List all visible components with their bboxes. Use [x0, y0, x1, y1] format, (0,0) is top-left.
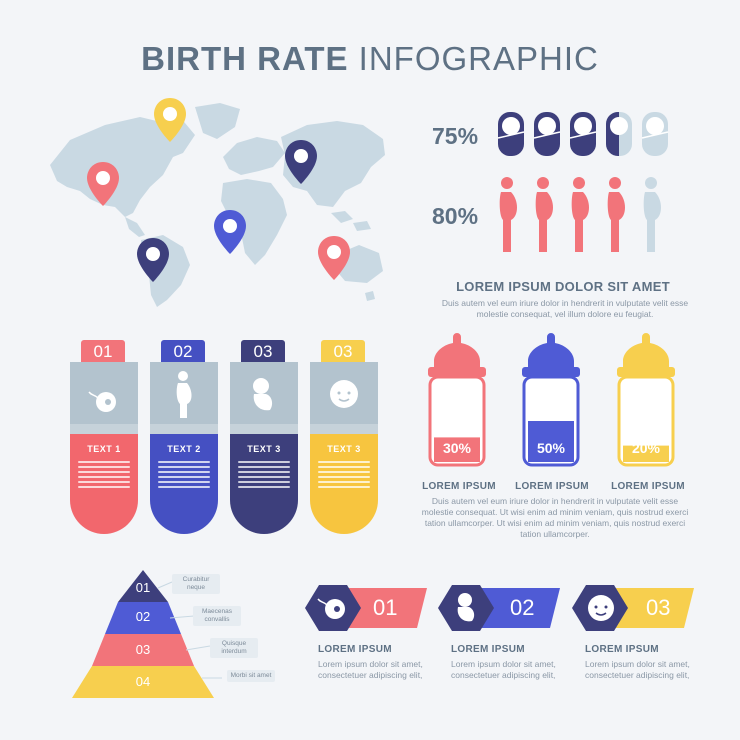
map-pin-icon	[87, 162, 119, 206]
map-pin-icon	[154, 98, 186, 142]
stat-value-babies: 75%	[432, 123, 479, 149]
tube-4: TEXT 3	[310, 362, 378, 534]
bottles-body: Duis autem vel eum iriure dolor in hendr…	[421, 496, 689, 539]
pyramid-note: Quisque interdum	[210, 638, 258, 658]
hex-step-heading: LOREM IPSUM	[318, 644, 392, 655]
map-pin-icon	[318, 236, 350, 280]
section-body: Duis autem vel eum iriure dolor in hendr…	[441, 298, 689, 319]
bottle-value: 20%	[631, 440, 661, 456]
stat-value-pregnant: 80%	[432, 203, 479, 229]
swaddled-baby-icon	[641, 112, 669, 156]
hex-step-number: 02	[510, 595, 535, 620]
tube-label: TEXT 2	[167, 444, 201, 454]
pyramid-number: 01	[135, 580, 151, 595]
baby-bottle-icon	[617, 333, 675, 467]
pyramid-number: 02	[135, 609, 151, 624]
hex-step-1: 01	[305, 583, 430, 633]
tube-number: 03	[321, 340, 365, 364]
tube-number: 01	[81, 340, 125, 364]
pregnant-women-row	[495, 176, 675, 254]
fetus-icon	[253, 378, 273, 411]
tubes-group: 01 TEXT 1 02 TEXT 2 03 TEXT 3 03 TE	[70, 338, 378, 538]
hex-step-3: 03	[572, 583, 697, 633]
bottles-chart	[428, 333, 675, 467]
tube-label: TEXT 3	[247, 444, 281, 454]
tube-text-lines	[78, 458, 130, 491]
swaddled-babies-row	[495, 110, 675, 158]
pregnant-woman-icon	[499, 177, 517, 252]
hex-step-number: 01	[373, 595, 398, 620]
pyramid-number: 03	[135, 642, 151, 657]
pyramid-level	[118, 570, 168, 602]
swaddled-baby-icon	[497, 112, 525, 156]
hex-step-heading: LOREM IPSUM	[585, 644, 659, 655]
tube-label: TEXT 3	[327, 444, 361, 454]
tube-number: 03	[241, 340, 285, 364]
pregnant-woman-icon	[535, 177, 553, 252]
pyramid-number: 04	[135, 674, 151, 689]
pregnant-woman-icon	[607, 177, 625, 252]
pyramid-level	[105, 602, 181, 634]
bottle-label: LOREM IPSUM	[515, 481, 589, 492]
pregnant-woman-icon	[176, 371, 192, 418]
tube-label: TEXT 1	[87, 444, 121, 454]
swaddled-baby-icon	[605, 111, 632, 156]
pyramid-note: Maecenas convallis	[193, 606, 241, 626]
hex-step-body: Lorem ipsum dolor sit amet, consectetuer…	[318, 659, 423, 680]
baby-face-icon	[330, 380, 358, 408]
map-pin-icon	[214, 210, 246, 254]
tube-2: TEXT 2	[150, 362, 218, 534]
sperm-egg-icon	[317, 598, 345, 619]
bottle-label: LOREM IPSUM	[422, 481, 496, 492]
sperm-egg-icon	[88, 391, 116, 412]
bottle-fill-bar	[434, 437, 480, 462]
swaddled-baby-icon	[533, 112, 561, 156]
tube-1: TEXT 1	[70, 362, 138, 534]
map-pin-icon	[137, 238, 169, 282]
swaddled-baby-icon	[569, 112, 597, 156]
tube-3: TEXT 3	[230, 362, 298, 534]
title-light: INFOGRAPHIC	[358, 40, 599, 77]
bottle-value: 30%	[442, 440, 472, 456]
tube-text-lines	[238, 458, 290, 491]
fetus-icon	[457, 593, 475, 622]
hex-step-2: 02	[438, 583, 563, 633]
bottle-fill-bar	[623, 445, 669, 462]
pyramid-note: Morbi sit amet	[227, 670, 275, 682]
bottle-value: 50%	[536, 440, 566, 456]
baby-face-icon	[588, 595, 614, 621]
section-heading: LOREM IPSUM DOLOR SIT AMET	[456, 279, 670, 294]
baby-bottle-icon	[428, 333, 486, 467]
pregnant-woman-icon	[571, 177, 589, 252]
hex-step-body: Lorem ipsum dolor sit amet, consectetuer…	[585, 659, 690, 680]
pregnant-woman-icon	[643, 177, 661, 252]
hex-step-heading: LOREM IPSUM	[451, 644, 525, 655]
tube-number: 02	[161, 340, 205, 364]
map-pin-icon	[285, 140, 317, 184]
page-title: BIRTH RATE INFOGRAPHIC	[0, 40, 740, 78]
pyramid	[72, 570, 214, 698]
hex-step-number: 03	[646, 595, 671, 620]
baby-bottle-icon	[522, 333, 580, 467]
bottle-fill-bar	[528, 421, 574, 462]
tube-text-lines	[158, 458, 210, 491]
hex-step-body: Lorem ipsum dolor sit amet, consectetuer…	[451, 659, 556, 680]
pyramid-level	[72, 666, 214, 698]
pyramid-connectors	[157, 581, 222, 679]
pyramid-level	[92, 634, 194, 666]
title-bold: BIRTH RATE	[141, 40, 349, 77]
pyramid-note: Curabitur neque	[172, 574, 220, 594]
tube-text-lines	[318, 458, 370, 491]
bottle-label: LOREM IPSUM	[611, 481, 685, 492]
